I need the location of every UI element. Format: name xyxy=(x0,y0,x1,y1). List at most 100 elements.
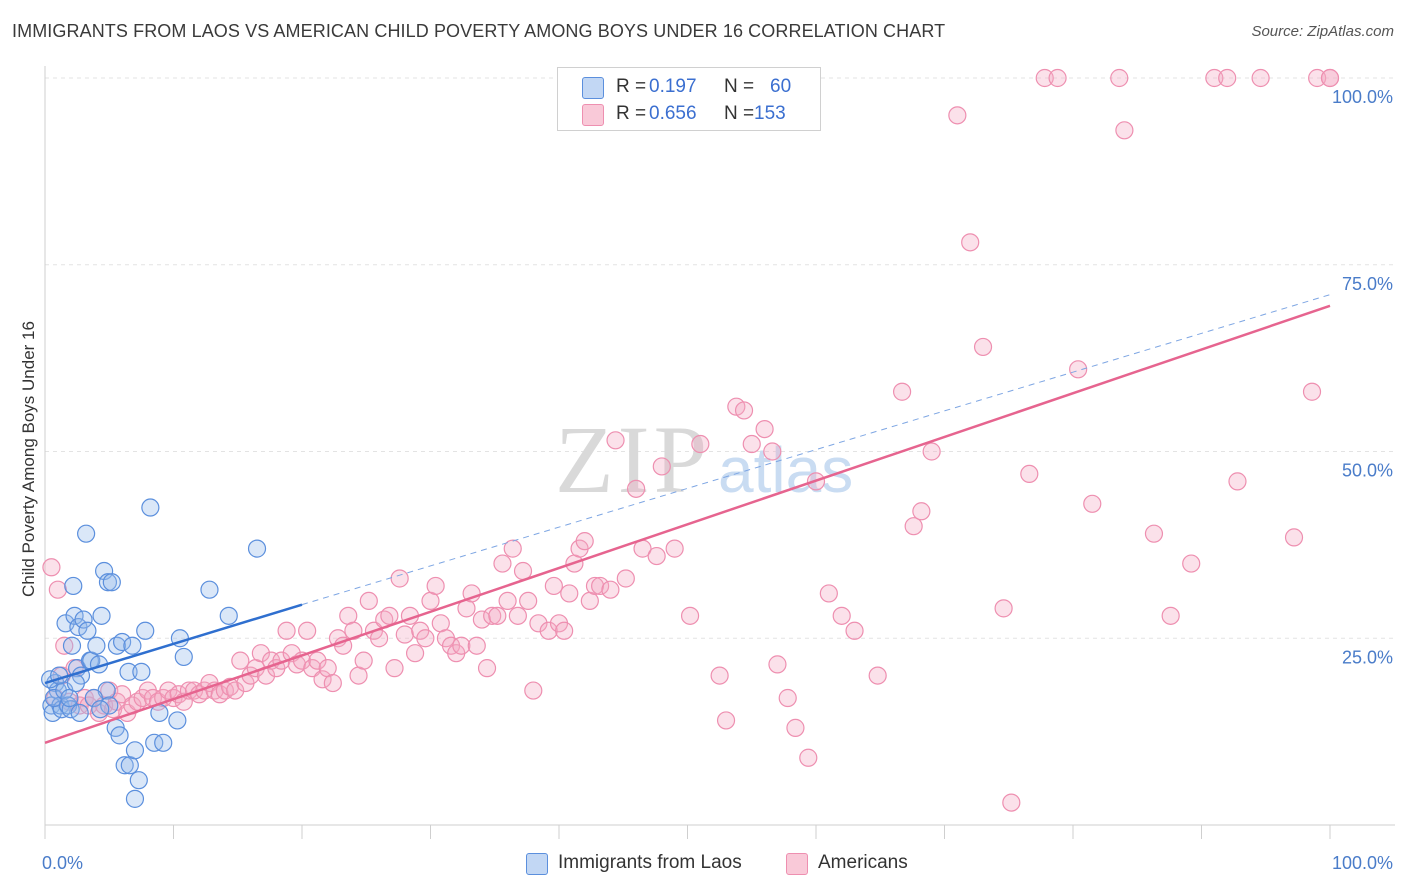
data-point-americans xyxy=(519,591,538,611)
data-point-laos xyxy=(154,733,173,752)
data-point-americans xyxy=(647,546,666,566)
data-point-americans xyxy=(1115,121,1134,140)
data-point-americans xyxy=(472,610,491,629)
data-point-americans xyxy=(1182,554,1201,573)
data-point-americans xyxy=(1144,524,1164,543)
data-point-americans xyxy=(1320,68,1340,88)
data-point-laos xyxy=(64,576,83,596)
tick-labels: 25.0% 50.0% 75.0% 100.0% 0.0% 100.0% xyxy=(42,87,1393,873)
data-point-americans xyxy=(868,666,887,685)
legend-swatch-americans xyxy=(582,104,604,126)
bottom-legend-label: Americans xyxy=(818,852,908,873)
data-point-laos xyxy=(168,711,187,730)
data-point-americans xyxy=(691,434,710,454)
legend-r-value: 0.656 xyxy=(649,103,697,124)
data-point-americans xyxy=(1302,382,1322,401)
data-point-laos xyxy=(78,621,97,640)
data-point-laos xyxy=(141,498,160,517)
data-point-americans xyxy=(585,576,605,596)
data-point-americans xyxy=(380,606,399,625)
data-point-americans xyxy=(1035,68,1054,88)
data-point-americans xyxy=(742,434,761,454)
chart-title: IMMIGRANTS FROM LAOS VS AMERICAN CHILD P… xyxy=(12,21,946,41)
data-point-americans xyxy=(323,673,342,693)
trend-line-laos xyxy=(44,603,303,685)
data-point-laos xyxy=(91,700,110,719)
data-point-laos xyxy=(44,688,64,708)
data-point-laos xyxy=(65,606,84,625)
bottom-legend-swatch-laos xyxy=(526,853,548,875)
data-point-laos xyxy=(125,789,145,808)
data-point-americans xyxy=(1161,606,1180,625)
data-point-americans xyxy=(385,659,404,678)
y-tick-label: 100.0% xyxy=(1332,87,1393,107)
data-point-americans xyxy=(665,539,684,558)
data-point-americans xyxy=(395,625,414,644)
legend-n-value: 153 xyxy=(754,103,786,124)
data-point-americans xyxy=(277,621,296,640)
data-point-americans xyxy=(493,554,512,573)
data-point-laos xyxy=(70,703,89,723)
data-point-americans xyxy=(1020,464,1039,484)
y-tick-label: 50.0% xyxy=(1342,461,1393,481)
data-point-laos xyxy=(74,610,93,629)
legend-n-label: N = xyxy=(724,76,755,97)
legend-r-label: R = xyxy=(616,103,647,124)
data-point-laos xyxy=(77,524,96,543)
data-point-americans xyxy=(112,685,132,704)
data-point-americans xyxy=(973,337,993,357)
legend-n-label: N = xyxy=(724,103,755,124)
source-credit: Source: ZipAtlas.com xyxy=(1251,23,1394,40)
data-point-americans xyxy=(488,606,507,625)
data-point-americans xyxy=(544,576,563,596)
data-point-americans xyxy=(226,681,245,700)
data-point-americans xyxy=(313,670,332,689)
series-americans xyxy=(42,68,1340,812)
data-point-americans xyxy=(845,621,864,640)
data-point-americans xyxy=(416,629,435,648)
data-point-americans xyxy=(467,636,486,655)
data-point-americans xyxy=(426,576,445,596)
data-point-laos xyxy=(115,756,134,775)
data-point-americans xyxy=(961,233,980,252)
data-point-americans xyxy=(922,442,941,461)
data-point-americans xyxy=(1251,68,1270,88)
data-point-americans xyxy=(498,591,517,611)
data-point-laos xyxy=(43,703,62,723)
data-point-americans xyxy=(334,636,353,655)
data-point-americans xyxy=(1002,793,1021,812)
trend-extension-laos xyxy=(301,294,1331,606)
data-point-laos xyxy=(200,580,219,599)
data-point-americans xyxy=(799,748,818,767)
data-point-americans xyxy=(680,606,700,625)
data-point-americans xyxy=(1228,472,1247,491)
data-point-laos xyxy=(87,636,106,655)
data-point-laos xyxy=(247,539,267,558)
data-point-americans xyxy=(755,419,774,439)
bottom-legend-label: Immigrants from Laos xyxy=(558,852,742,873)
data-point-americans xyxy=(555,621,574,640)
data-point-laos xyxy=(62,636,82,655)
data-point-laos xyxy=(119,662,138,681)
data-point-laos xyxy=(102,573,121,592)
data-point-americans xyxy=(344,621,363,640)
data-point-americans xyxy=(1205,68,1224,88)
data-point-americans xyxy=(601,580,620,599)
data-point-laos xyxy=(129,771,148,790)
data-point-americans xyxy=(763,442,782,461)
data-point-americans xyxy=(390,569,409,588)
data-point-laos xyxy=(100,696,119,715)
trend-lines xyxy=(44,294,1331,745)
legend-n-value: 60 xyxy=(770,76,792,97)
series-laos xyxy=(41,498,267,808)
data-point-americans xyxy=(560,584,579,603)
data-point-americans xyxy=(308,651,327,670)
data-point-americans xyxy=(251,644,270,663)
data-point-americans xyxy=(786,718,805,737)
data-point-americans xyxy=(1048,68,1067,88)
legend-swatch-laos xyxy=(582,77,604,99)
data-point-americans xyxy=(48,580,67,599)
watermark-atlas: atlas xyxy=(718,434,853,506)
data-point-americans xyxy=(768,655,787,674)
